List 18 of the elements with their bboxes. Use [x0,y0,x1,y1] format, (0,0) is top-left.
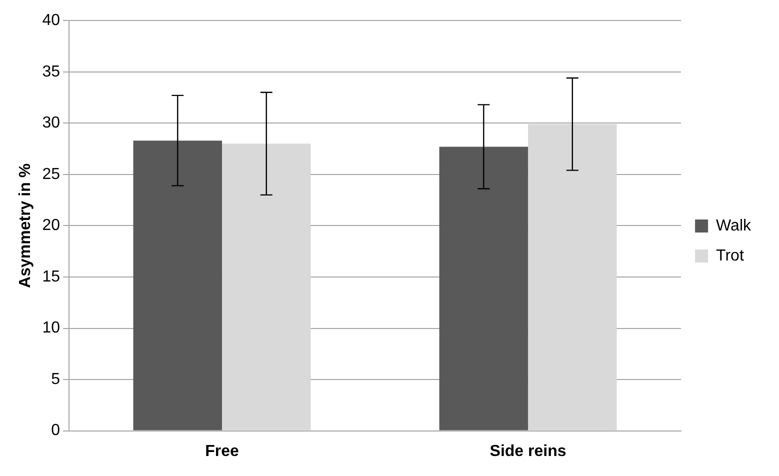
y-tick-label: 30 [42,114,60,132]
legend-label: Walk [716,217,752,234]
bar [133,140,222,430]
x-tick-label: Side reins [490,442,566,460]
y-tick-label: 5 [51,370,60,388]
y-tick-label: 20 [42,217,60,234]
bar [528,124,617,430]
bar [439,146,528,430]
y-tick-label: 15 [42,268,60,286]
legend-label: Trot [716,247,744,264]
y-tick-label: 25 [42,166,60,183]
y-tick-label: 10 [42,320,60,337]
y-tick-label: 0 [51,422,60,440]
y-tick-label: 40 [42,12,60,30]
bar [222,144,311,430]
y-axis-title: Asymmetry in % [17,163,34,288]
y-tick-label: 35 [42,63,60,80]
x-tick-label: Free [205,442,240,460]
